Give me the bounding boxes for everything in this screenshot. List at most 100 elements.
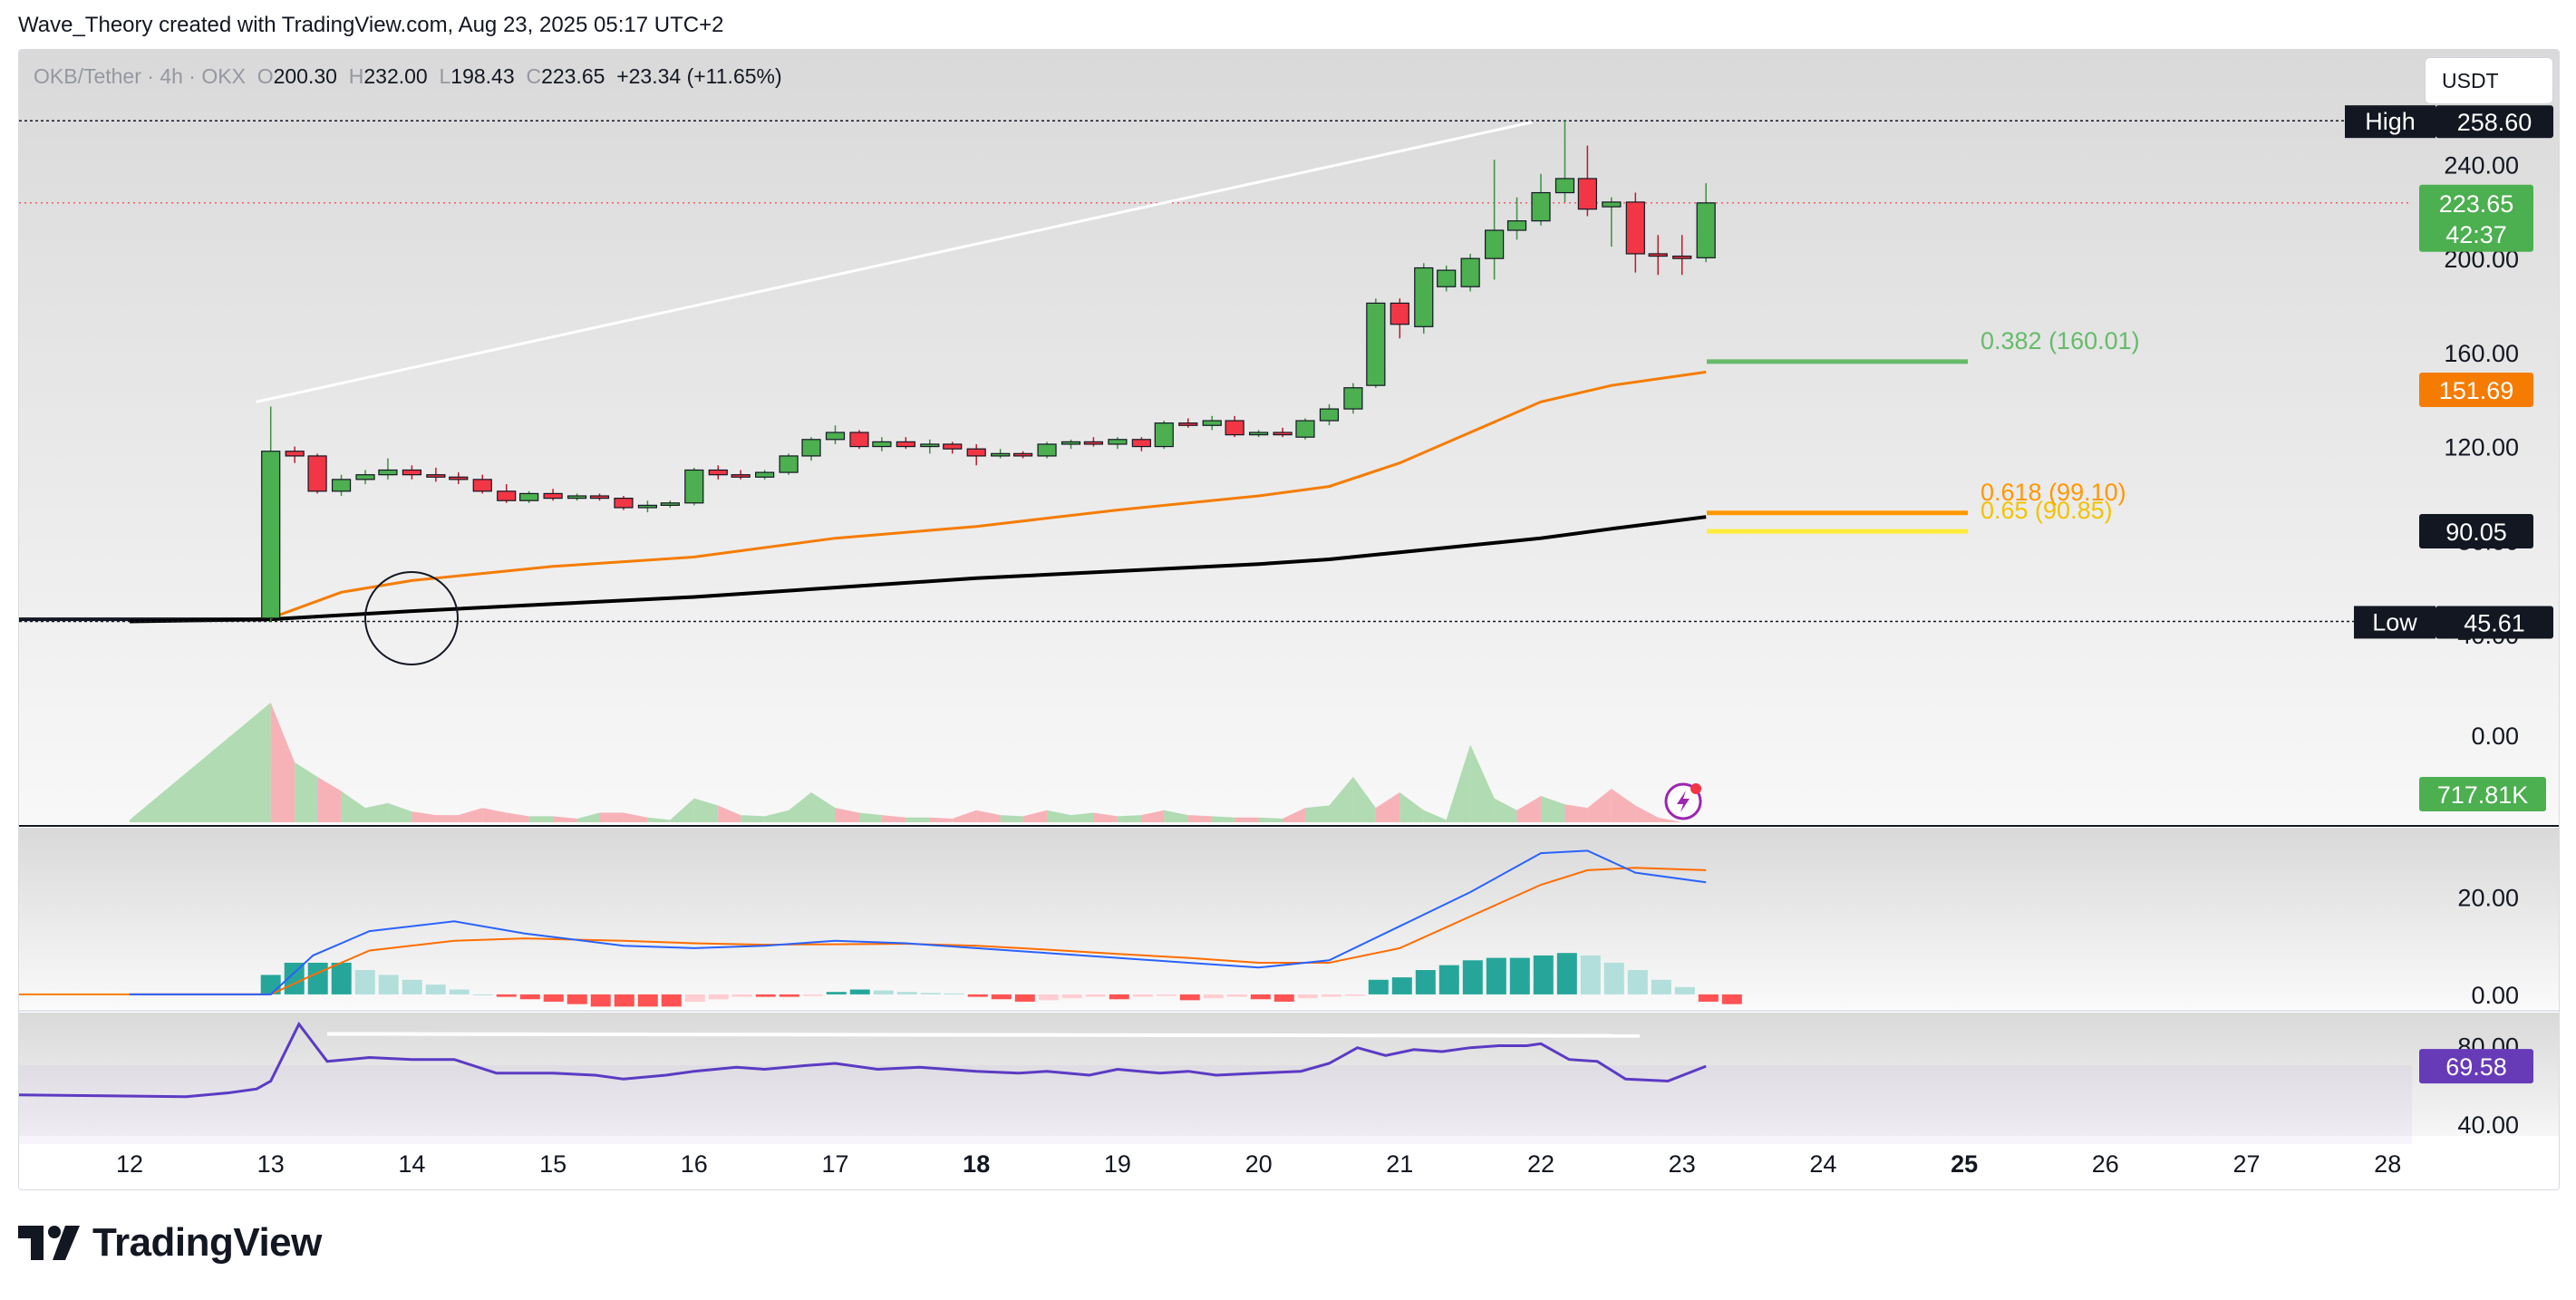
- fib-level-label: 0.65 (90.85): [1980, 497, 2113, 524]
- candle-body: [872, 441, 892, 448]
- time-axis-tick: 14: [398, 1150, 425, 1178]
- candle-body: [1577, 178, 1597, 210]
- volume-segment: [341, 791, 366, 822]
- last-price-badge-bg: [2419, 184, 2533, 252]
- macd-histogram-bar: [1061, 994, 1082, 999]
- candle-body: [896, 441, 915, 448]
- candle-body: [755, 471, 775, 478]
- volume-segment: [1093, 812, 1118, 822]
- volume-segment: [881, 815, 906, 822]
- fib-level-label: 0.618 (99.10): [1980, 479, 2126, 506]
- candle-body: [1648, 253, 1668, 257]
- volume-segment: [623, 812, 648, 822]
- candle-body: [1083, 441, 1104, 445]
- candle-body: [1506, 220, 1527, 231]
- resistance-trendline: [256, 121, 1533, 403]
- candle-body: [1625, 201, 1645, 255]
- volume-segment: [1329, 776, 1353, 822]
- time-axis-tick: 26: [2092, 1150, 2119, 1178]
- volume-segment: [1399, 792, 1424, 822]
- candle-body: [519, 492, 539, 501]
- macd-histogram-bar: [307, 962, 328, 994]
- candle-body: [1554, 178, 1575, 194]
- candle-body: [991, 452, 1011, 457]
- macd-histogram-bar: [684, 994, 705, 1002]
- macd-pane-bg: [19, 828, 2559, 1009]
- macd-histogram-bar: [920, 993, 941, 994]
- rsi-value-badge: 69.58: [2445, 1053, 2507, 1081]
- candle-body: [567, 495, 587, 500]
- volume-segment: [1164, 810, 1188, 822]
- chart-frame[interactable]: 0.00 0.382 (160.01) 0.618 (99.10) 0.65 (90…: [18, 49, 2560, 1190]
- price-axis-tick: 120.00: [2444, 434, 2519, 461]
- candle-body: [1202, 420, 1222, 426]
- macd-histogram-bar: [1156, 994, 1177, 996]
- chart-canvas[interactable]: 0.00 0.382 (160.01) 0.618 (99.10)0.65 (90…: [19, 50, 2559, 1189]
- candle-body: [261, 451, 281, 619]
- candle-body: [331, 479, 352, 492]
- candle-body: [1437, 269, 1457, 287]
- volume-segment: [576, 812, 600, 822]
- annotation-circle: [364, 571, 459, 665]
- volume-segment: [1000, 815, 1023, 822]
- legend-open: 200.30: [273, 64, 337, 88]
- macd-histogram-bar: [779, 994, 799, 997]
- volume-segment: [458, 808, 483, 822]
- legend-o-label: O: [257, 64, 274, 88]
- currency-unit-button[interactable]: USDT: [2425, 57, 2553, 104]
- macd-histogram-bar: [1203, 994, 1224, 999]
- candle-body: [1485, 229, 1505, 259]
- volume-segment: [365, 802, 388, 822]
- time-axis-tick: 20: [1245, 1150, 1273, 1178]
- macd-histogram-bar: [708, 994, 729, 1000]
- macd-histogram-bar: [1651, 979, 1671, 994]
- macd-histogram-bar: [1109, 994, 1129, 1000]
- macd-histogram-bar: [496, 994, 517, 997]
- lightning-icon[interactable]: [1664, 782, 1702, 820]
- macd-histogram-bar: [731, 994, 752, 997]
- ema-fast-badge-bg: [2419, 373, 2533, 407]
- volume-segment: [1564, 804, 1588, 822]
- volume-segment: [1541, 795, 1565, 822]
- volume-segment: [1658, 817, 1682, 822]
- volume-segment: [1117, 815, 1142, 822]
- macd-histogram-bar: [967, 994, 988, 997]
- macd-histogram-bar: [1250, 994, 1271, 1000]
- candle-body: [708, 469, 728, 476]
- candle-body: [1273, 432, 1293, 436]
- volume-segment: [1047, 810, 1071, 822]
- rsi-value-badge-bg: [2419, 1049, 2533, 1084]
- macd-histogram-bar: [354, 970, 375, 994]
- volume-segment: [905, 817, 930, 822]
- volume-segment: [553, 816, 577, 822]
- main-pane-bg: [19, 50, 2559, 824]
- candle-body: [472, 479, 492, 492]
- time-axis-tick: 19: [1104, 1150, 1131, 1178]
- legend-high: 232.00: [363, 64, 428, 88]
- ohlc-legend[interactable]: OKB/Tether · 4h · OKX O200.30 H232.00 L1…: [34, 64, 782, 89]
- macd-histogram-bar: [1509, 957, 1530, 994]
- candle-body: [1390, 302, 1409, 325]
- candle-body: [825, 432, 846, 441]
- chart-credit: Wave_Theory created with TradingView.com…: [18, 13, 724, 37]
- macd-histogram-bar: [378, 975, 399, 994]
- candle-body: [1060, 441, 1081, 445]
- volume-segment: [270, 703, 295, 822]
- time-axis-tick: 12: [116, 1150, 143, 1178]
- tradingview-wordmark: TradingView: [92, 1220, 322, 1265]
- candle-body: [801, 439, 821, 457]
- tradingview-logo[interactable]: TradingView: [18, 1220, 322, 1266]
- macd-histogram-bar: [1226, 994, 1247, 997]
- volume-segment: [295, 762, 318, 822]
- legend-h-label: H: [348, 64, 364, 88]
- volume-segment: [670, 798, 694, 822]
- macd-histogram-bar: [519, 994, 540, 1000]
- legend-c-label: C: [526, 64, 542, 88]
- candle-body: [1602, 201, 1622, 208]
- macd-histogram-bar: [1462, 960, 1483, 994]
- candle-body: [920, 443, 940, 448]
- macd-histogram-bar: [826, 992, 847, 994]
- macd-histogram-bar: [1580, 955, 1601, 994]
- macd-histogram-bar: [1486, 957, 1506, 994]
- candle-body: [1696, 202, 1716, 258]
